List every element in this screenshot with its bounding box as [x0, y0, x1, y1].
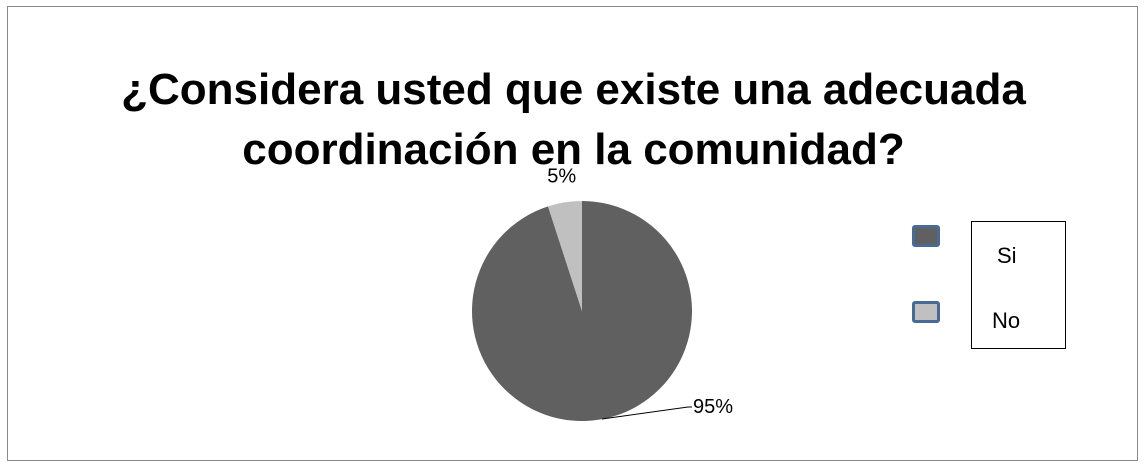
legend-label-no: No [992, 308, 1021, 333]
legend-label-si: Si [997, 243, 1017, 268]
leader-line-si [601, 406, 692, 420]
chart-title-line-1: ¿Considera usted que existe una adecuada [121, 65, 1026, 114]
data-label-no: 5% [547, 166, 576, 188]
chart-title-line-2: coordinación en la comunidad? [242, 125, 905, 174]
data-label-si: 95% [693, 396, 733, 418]
pie-slice-no [548, 201, 582, 311]
legend-box [971, 221, 1066, 349]
legend-swatch-si [912, 225, 940, 247]
chart-legend: Si No [908, 219, 1066, 351]
chart-title: ¿Considera usted que existe una adecuada… [0, 60, 1147, 180]
legend-swatch-no [912, 301, 940, 323]
